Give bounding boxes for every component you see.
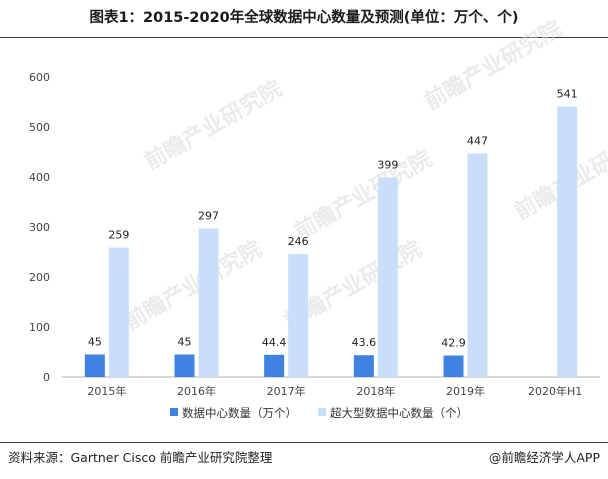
watermark-text: 前瞻产业研究院 <box>140 76 286 176</box>
y-tick-label: 400 <box>29 171 50 184</box>
bar-chart: 前瞻产业研究院前瞻产业研究院前瞻产业研究院前瞻产业研究院前瞻产业研究院前瞻产业研… <box>29 16 608 420</box>
bar-hyperscale <box>467 153 488 377</box>
source-note: 资料来源：Gartner Cisco 前瞻产业研究院整理 <box>8 450 273 465</box>
data-label: 45 <box>178 336 192 349</box>
bar-hyperscale <box>198 228 219 377</box>
data-label: 43.6 <box>352 336 377 349</box>
legend: 数据中心数量（万个） 超大型数据中心数量（个） <box>170 406 468 420</box>
x-tick-label: 2019年 <box>446 384 485 398</box>
data-label: 541 <box>557 88 578 101</box>
brand-credit: @前瞻经济学人APP <box>488 450 600 465</box>
x-axis: 2015年 2016年 2017年 2018年 2019年 2020年H1 <box>62 376 600 398</box>
watermark-text: 前瞻产业研究院 <box>120 236 266 336</box>
data-label: 399 <box>377 159 398 172</box>
y-tick-label: 500 <box>29 121 50 134</box>
y-tick-label: 200 <box>29 271 50 284</box>
legend-swatch <box>170 408 178 416</box>
bar-datacenters <box>443 355 464 377</box>
y-axis: 0 100 200 300 400 500 600 <box>29 71 50 384</box>
x-tick-label: 2017年 <box>267 384 306 398</box>
y-tick-label: 600 <box>29 71 50 84</box>
legend-swatch <box>318 408 326 416</box>
bar-datacenters <box>84 354 105 377</box>
bars <box>84 106 578 377</box>
y-tick-label: 0 <box>43 371 50 384</box>
top-divider <box>0 37 608 38</box>
y-tick-label: 300 <box>29 221 50 234</box>
data-label: 297 <box>198 210 219 223</box>
watermarks: 前瞻产业研究院前瞻产业研究院前瞻产业研究院前瞻产业研究院前瞻产业研究院前瞻产业研… <box>120 16 608 336</box>
bar-hyperscale <box>557 106 578 377</box>
legend-label: 数据中心数量（万个） <box>182 406 297 420</box>
y-tick-label: 100 <box>29 321 50 334</box>
bar-hyperscale <box>108 247 129 377</box>
data-label: 45 <box>88 336 102 349</box>
bar-datacenters <box>174 354 195 377</box>
x-tick-label: 2020年H1 <box>528 384 582 398</box>
data-label: 246 <box>288 235 309 248</box>
x-tick-label: 2015年 <box>87 384 126 398</box>
data-label: 42.9 <box>441 337 466 350</box>
x-tick-label: 2018年 <box>356 384 395 398</box>
bar-hyperscale <box>377 177 398 377</box>
data-label: 447 <box>467 135 488 148</box>
bar-datacenters <box>353 355 374 377</box>
data-labels: 45 259 45 297 44.4 246 43.6 399 42.9 447 541 <box>88 88 578 350</box>
chart-title: 图表1：2015-2020年全球数据中心数量及预测(单位：万个、个) <box>89 10 519 26</box>
bar-datacenters <box>264 354 285 377</box>
watermark-text: 前瞻产业研究院 <box>290 146 436 246</box>
bottom-divider <box>0 442 608 443</box>
legend-label: 超大型数据中心数量（个） <box>330 406 468 420</box>
data-label: 44.4 <box>262 336 287 349</box>
data-label: 259 <box>108 229 129 242</box>
watermark-text: 前瞻产业研究院 <box>420 16 566 116</box>
bar-hyperscale <box>288 254 309 377</box>
x-tick-label: 2016年 <box>177 384 216 398</box>
